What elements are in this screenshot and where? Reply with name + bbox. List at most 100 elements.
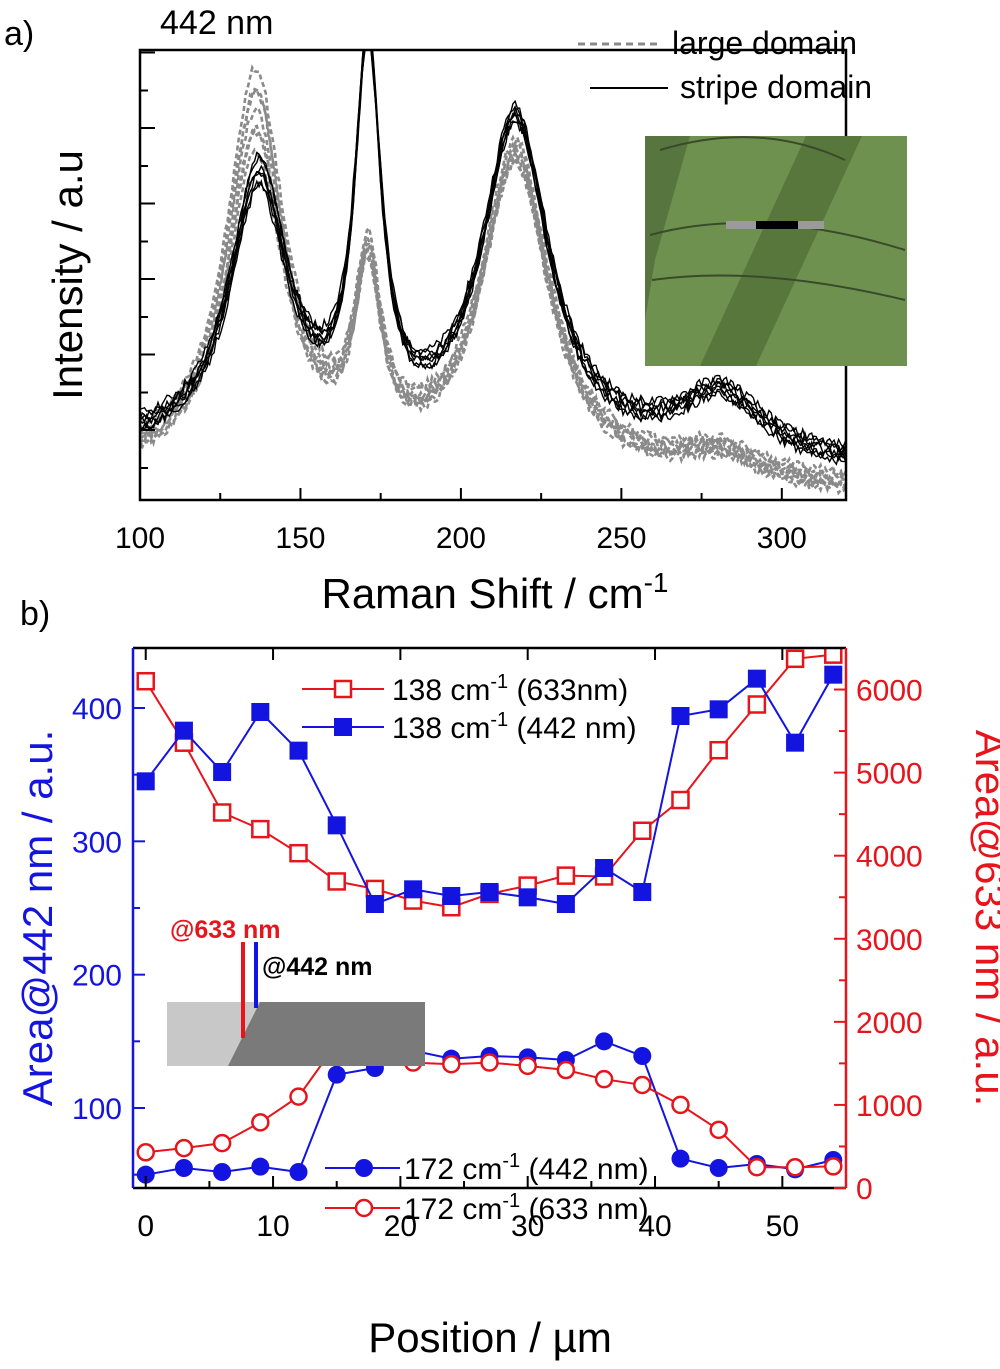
data-point-filled-circle (595, 1032, 614, 1051)
panel-a-label: a) (4, 15, 34, 53)
x-tick-label: 200 (436, 522, 486, 555)
panel-b-left-y-axis-label: Area@442 nm / a.u. (14, 730, 61, 1107)
right-y-tick-label: 5000 (856, 758, 923, 791)
schematic-inset: @633 nm @442 nm (167, 916, 425, 1066)
data-point-filled-circle (136, 1165, 155, 1184)
panel-a-x-ticks: 100 150 200 250 300 (115, 488, 807, 555)
data-point-filled-square (289, 741, 308, 760)
data-point-open-square (709, 740, 728, 760)
micrograph-crack-line-3 (651, 274, 906, 301)
schematic-stripe-domain (228, 1002, 425, 1066)
micrograph-scan-line-black (756, 221, 798, 229)
x-tick-label: 150 (275, 522, 325, 555)
data-point-filled-circle (327, 1065, 346, 1084)
micrograph-stripe-domain (700, 136, 862, 366)
data-point-open-circle (136, 1143, 155, 1162)
data-point-open-circle (671, 1095, 690, 1115)
right-y-tick-label: 2000 (856, 1007, 923, 1040)
data-point-filled-square (633, 883, 652, 901)
x-tick-label: 250 (596, 522, 646, 555)
right-y-tick-label: 0 (856, 1173, 873, 1206)
data-point-open-circle (518, 1056, 537, 1076)
large-domain-spectrum (140, 124, 846, 496)
data-point-filled-circle (289, 1163, 308, 1181)
left-y-tick-label: 400 (72, 693, 122, 726)
data-point-open-circle (594, 1069, 614, 1089)
data-point-open-square (556, 866, 576, 885)
data-point-filled-square (747, 669, 766, 688)
legend-138-633-label: 138 cm-1 (633nm) (392, 671, 628, 707)
panel-b-axes (131, 646, 848, 1190)
micrograph-dark-edge (645, 136, 690, 320)
panel-a-x-axis-label: Raman Shift / cm-1 (321, 567, 668, 617)
data-point-filled-square (556, 895, 575, 913)
data-point-open-circle (442, 1054, 461, 1074)
data-point-filled-square (213, 763, 232, 781)
legend-172-442-marker (355, 1159, 373, 1177)
data-point-filled-square (136, 772, 155, 791)
stripe-domain-spectrum (140, 50, 846, 458)
legend-138-442-label: 138 cm-1 (442 nm) (392, 709, 637, 745)
data-point-filled-square (518, 888, 537, 907)
data-point-open-circle (556, 1060, 576, 1080)
x-tick-label: 20 (384, 1210, 417, 1243)
panel-b-plot-area (136, 648, 843, 1184)
panel-a-y-ticks (140, 51, 155, 469)
data-point-filled-circle (633, 1047, 652, 1065)
data-point-filled-square (595, 859, 614, 877)
data-point-open-circle (212, 1133, 232, 1153)
legend-stripe-domain-label: stripe domain (680, 69, 872, 105)
panel-b-label: b) (20, 595, 50, 633)
x-tick-label: 50 (766, 1210, 799, 1243)
data-point-open-circle (709, 1120, 728, 1140)
panel-b-left-y-ticks: 100 200 300 400 (72, 693, 145, 1176)
legend-172-633-marker (354, 1198, 374, 1218)
data-point-open-square (251, 819, 270, 839)
data-point-filled-square (174, 721, 193, 740)
data-point-open-circle (633, 1075, 652, 1095)
data-point-open-circle (289, 1087, 308, 1106)
data-point-filled-square (365, 895, 384, 913)
excitation-label: 442 nm (160, 4, 273, 42)
legend-172-442-label: 172 cm-1 (442 nm) (404, 1150, 649, 1186)
large-domain-spectrum (140, 127, 846, 487)
stripe-domain-spectrum (140, 50, 846, 462)
left-y-tick-label: 100 (72, 1093, 122, 1126)
schematic-633-label: @633 nm (170, 916, 281, 944)
data-point-open-square (633, 821, 652, 841)
data-point-open-circle (480, 1053, 499, 1072)
data-point-open-circle (174, 1138, 194, 1158)
data-point-filled-circle (174, 1159, 193, 1177)
panel-a-plot-area (140, 50, 846, 496)
panel-b-right-y-ticks: 0 1000 2000 3000 4000 5000 6000 (834, 675, 923, 1206)
panel-b-right-y-axis-label: Area@633 nm / a.u. (967, 730, 1000, 1107)
x-tick-label: 10 (256, 1210, 289, 1243)
left-y-tick-label: 200 (72, 960, 122, 993)
legend-large-domain-label: large domain (672, 25, 857, 61)
data-point-filled-square (251, 703, 270, 721)
data-point-open-square (289, 843, 308, 863)
data-point-filled-square (442, 887, 461, 905)
data-point-filled-square (709, 700, 728, 719)
data-point-open-square (212, 803, 232, 822)
data-point-filled-square (786, 733, 805, 752)
large-domain-spectrum (140, 87, 846, 483)
data-point-open-square (824, 648, 843, 664)
large-domain-spectrum (140, 64, 846, 478)
x-tick-label: 30 (511, 1210, 544, 1243)
x-tick-label: 100 (115, 522, 165, 555)
right-y-tick-label: 4000 (856, 841, 923, 874)
data-point-filled-square (327, 816, 346, 835)
schematic-442-label: @442 nm (262, 953, 373, 981)
data-point-open-square (671, 790, 690, 810)
data-point-filled-circle (671, 1149, 690, 1168)
x-tick-label: 300 (757, 522, 807, 555)
legend-138-633-marker (333, 679, 353, 699)
data-point-filled-square (480, 883, 499, 901)
panel-b-x-ticks: 0 10 20 30 40 50 (137, 648, 799, 1243)
legend-138-442-marker (334, 718, 352, 736)
panel-a-y-axis-label: Intensity / a.u (44, 150, 91, 400)
data-point-open-circle (747, 1157, 767, 1177)
panel-b-legend-top: 138 cm-1 (633nm) 138 cm-1 (442 nm) (302, 671, 637, 745)
